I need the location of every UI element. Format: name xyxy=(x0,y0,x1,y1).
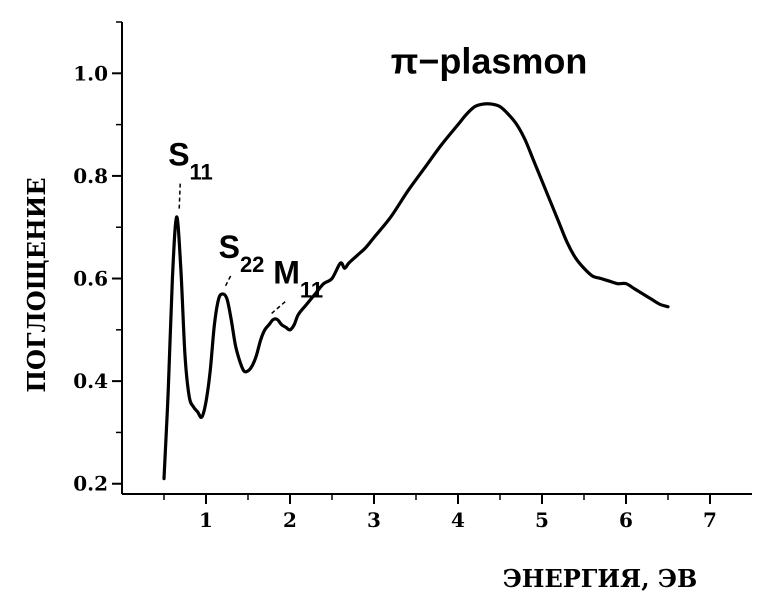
axes xyxy=(121,22,752,495)
x-tick-label: 7 xyxy=(703,508,717,532)
annotation-pointer xyxy=(178,183,181,211)
y-tick-label: 0.4 xyxy=(73,369,108,393)
x-tick-label: 2 xyxy=(283,508,297,532)
ticks xyxy=(112,21,711,504)
annotation-pointer xyxy=(271,301,286,315)
absorption-curve xyxy=(162,102,670,481)
peak-label: S11 xyxy=(168,137,213,185)
peak-label: M11 xyxy=(273,255,323,303)
x-axis-title: ЭНЕРГИЯ, ЭВ xyxy=(503,564,698,593)
y-tick-label: 0.2 xyxy=(73,472,108,496)
tick-labels: 1 2 3 4 5 6 7 0.2 0.4 0.6 0.8 1.0 xyxy=(73,61,717,532)
x-tick-label: 4 xyxy=(451,508,465,532)
plasmon-label: π−plasmon xyxy=(391,40,588,81)
y-tick-label: 0.8 xyxy=(73,164,108,188)
y-axis-title: ПОГЛОЩЕНИЕ xyxy=(22,177,51,392)
x-tick-label: 6 xyxy=(619,508,633,532)
annotation-pointer xyxy=(223,275,232,289)
x-tick-label: 1 xyxy=(199,508,213,532)
peak-label: S22 xyxy=(219,229,265,277)
y-tick-label: 1.0 xyxy=(73,61,108,85)
x-tick-label: 3 xyxy=(367,508,381,532)
x-tick-label: 5 xyxy=(535,508,549,532)
y-tick-label: 0.6 xyxy=(73,267,108,291)
